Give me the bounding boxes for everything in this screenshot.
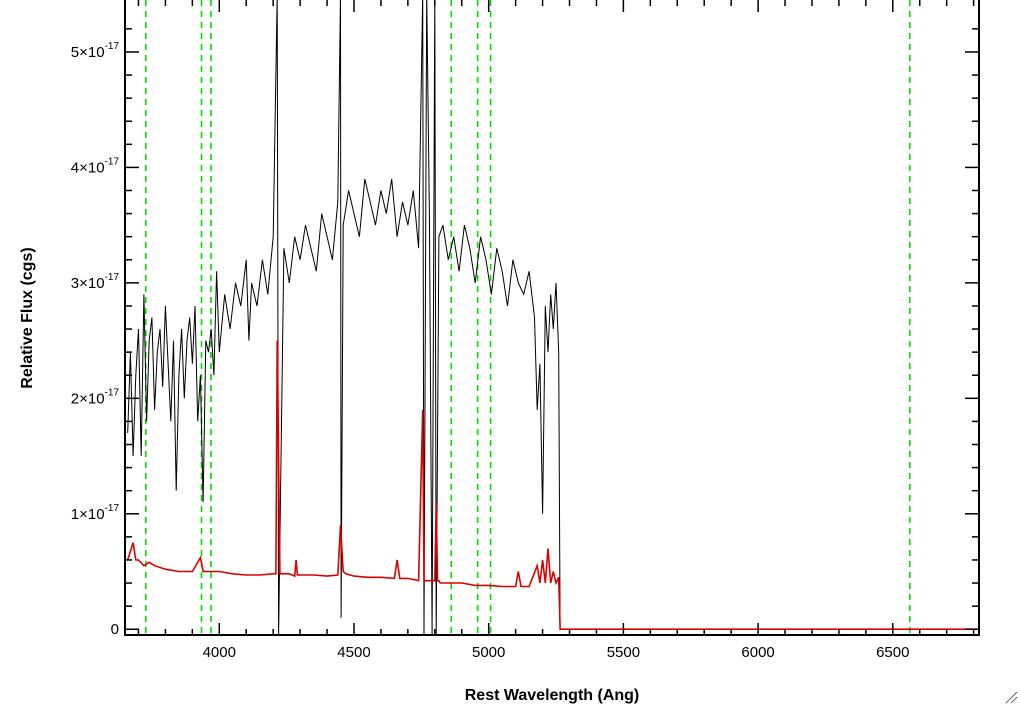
resize-grip-icon[interactable] [1004, 690, 1018, 704]
x-tick-label: 6000 [741, 644, 774, 661]
reference-lines [144, 0, 911, 635]
y-tick-label: 2×10-17 [71, 387, 120, 407]
y-tick-label: 1×10-17 [71, 503, 120, 523]
x-tick-label: 5000 [472, 644, 505, 661]
x-tick-label: 5500 [607, 644, 640, 661]
y-axis: 0 1×10-17 2×10-17 3×10-17 4×10-17 5×10-17 [71, 28, 979, 638]
plot-frame [124, 0, 980, 636]
x-axis: 4000 4500 5000 5500 6000 6500 [137, 0, 975, 661]
y-tick-label: 0 [111, 621, 119, 638]
y-tick-label: 5×10-17 [71, 41, 120, 61]
x-tick-label: 4500 [337, 644, 370, 661]
y-axis-title: Relative Flux (cgs) [19, 247, 36, 388]
y-tick-label: 3×10-17 [71, 272, 120, 292]
x-tick-label: 6500 [876, 644, 909, 661]
series-layer [126, 0, 979, 635]
x-tick-label: 4000 [203, 644, 236, 661]
y-tick-label: 4×10-17 [71, 156, 120, 176]
series-line-flux [127, 0, 561, 635]
x-axis-title: Rest Wavelength (Ang) [465, 687, 640, 704]
series-line-error [126, 340, 979, 631]
